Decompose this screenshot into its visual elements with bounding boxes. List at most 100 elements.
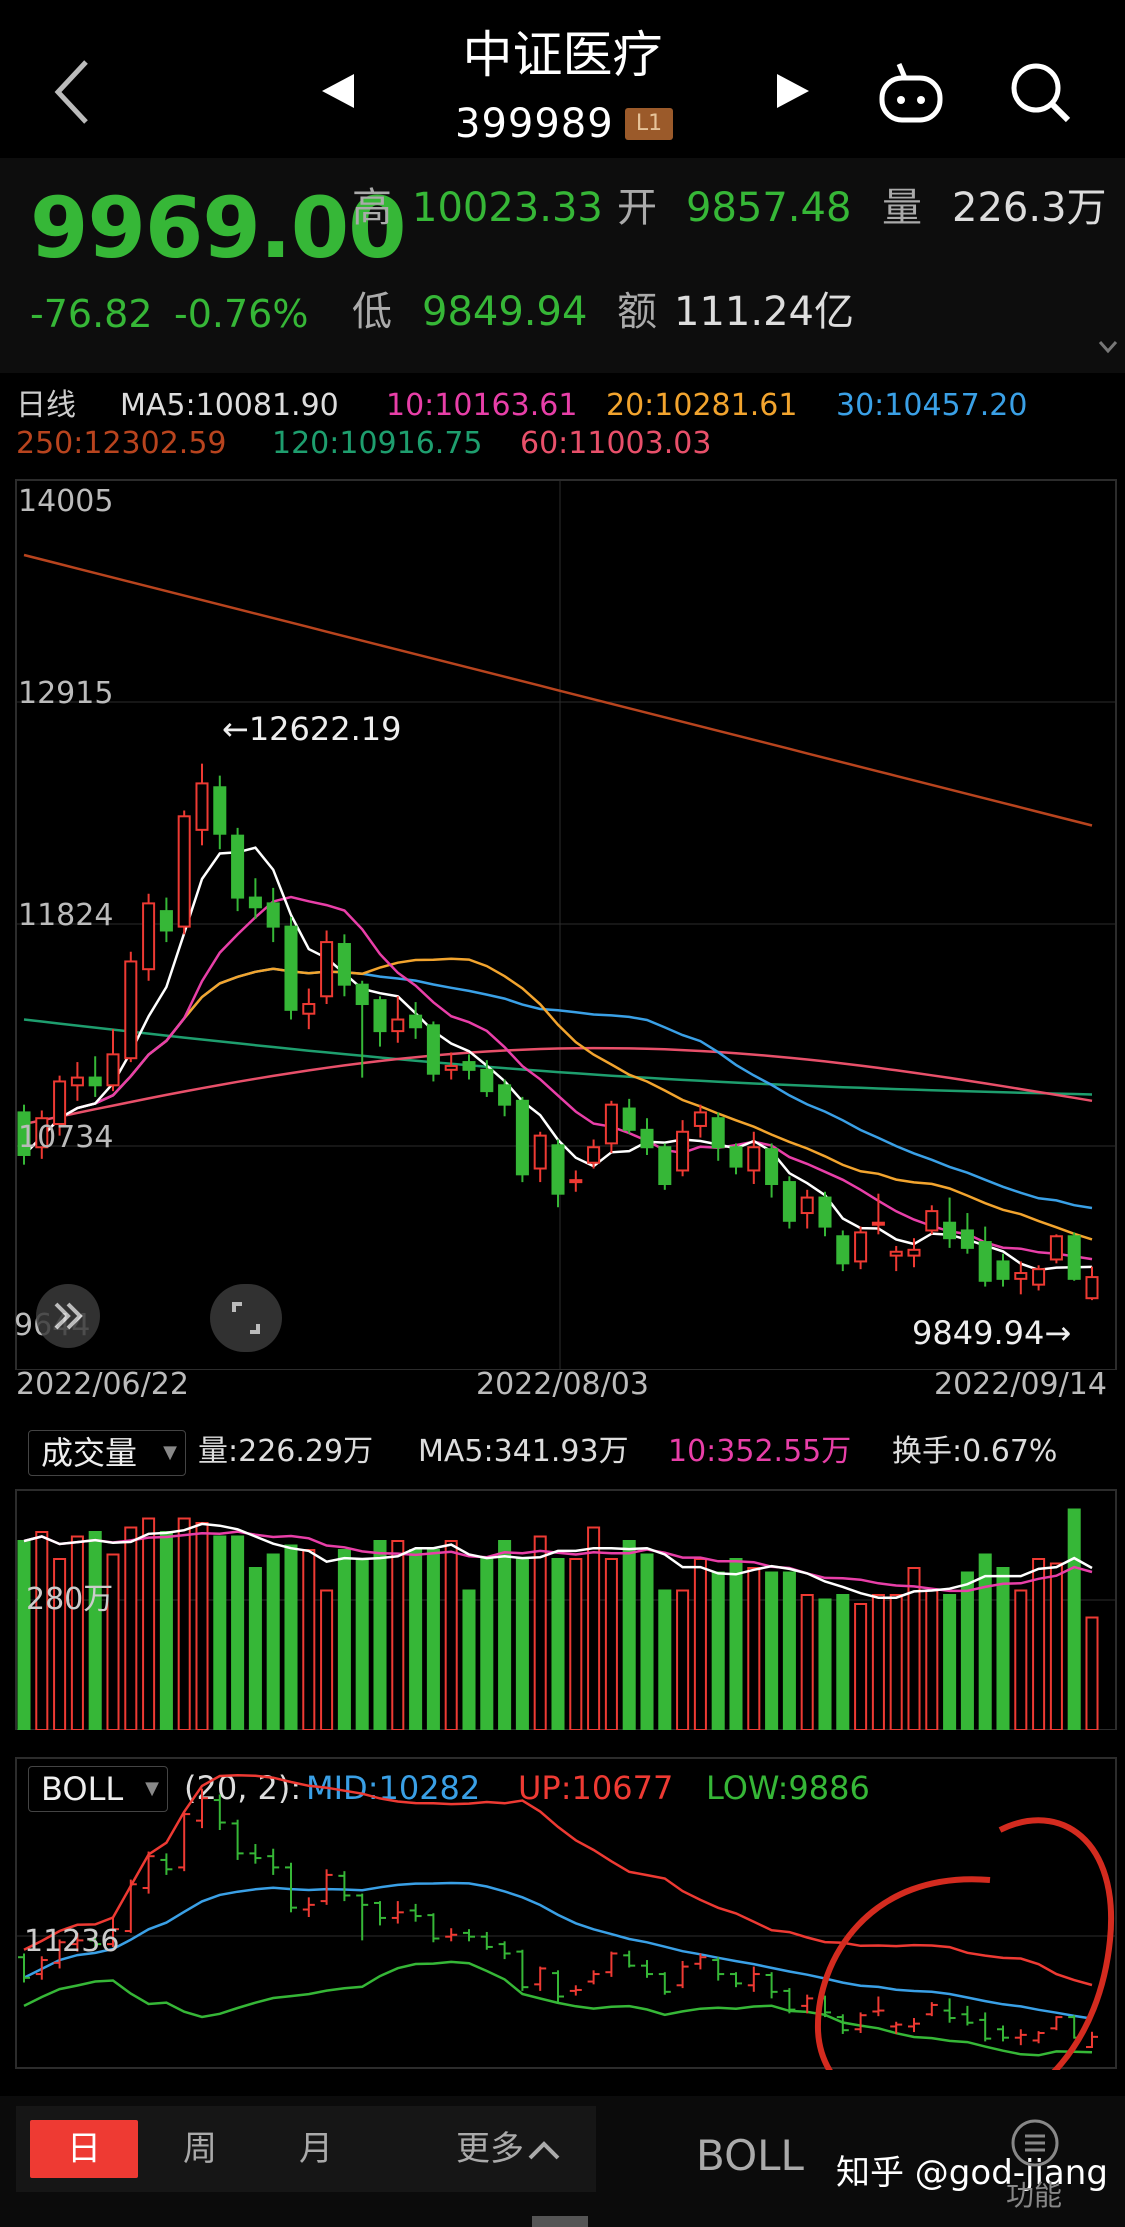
volume-bar [142,1517,156,1730]
boll-indicator-select[interactable]: BOLL ▼ [28,1766,168,1812]
volume-bar [231,1535,245,1730]
candle-body [782,1181,796,1222]
candle-body [444,1064,458,1071]
candle-body [729,1146,743,1168]
candle-body [302,1003,316,1015]
price-change-pct: -0.76% [174,292,309,336]
candle-body [551,1144,565,1195]
tab-month[interactable]: 月 [299,2129,333,2169]
volume-bar [355,1558,369,1730]
volume-bar [159,1531,173,1730]
min-price-annotation: 9849.94→ [912,1314,1072,1352]
volume-bar [17,1540,31,1730]
kline-chart[interactable] [0,470,1125,1370]
candle-body [711,1117,725,1149]
candle-body [17,1111,31,1156]
tab-week[interactable]: 周 [183,2129,217,2169]
candle-body [498,1084,512,1106]
volume-bar [604,1558,618,1730]
volume-label: 量 [882,185,922,231]
open-value: 9857.48 [686,185,852,231]
date-axis-end: 2022/09/14 [934,1367,1107,1402]
quote-panel: 9969.00 -76.82 -0.76% 高 10023.33 开 9857.… [0,158,1125,373]
menu-icon[interactable] [1010,2118,1060,2168]
candle-body [693,1111,707,1127]
volume-bar [569,1558,583,1730]
indicator-button[interactable]: BOLL [696,2131,804,2180]
price-axis-label-1: 12915 [18,676,114,711]
candle-body [943,1221,957,1240]
expand-quote-icon[interactable] [1098,340,1118,354]
candle-body [462,1061,476,1071]
tab-more[interactable]: 更多 [456,2129,524,2169]
prev-stock-icon[interactable] [320,72,356,110]
volume-bar [373,1540,387,1730]
volume-ma5-legend: MA5:341.93万 [418,1434,629,1469]
volume-bar [765,1571,779,1730]
volume-bar [213,1535,227,1730]
candle-body [70,1076,84,1087]
volume-bar [320,1589,334,1730]
candle-body [391,1018,405,1033]
candle-body [195,782,209,831]
candle-body [818,1196,832,1228]
ma30-legend: 30:10457.20 [836,388,1028,423]
volume-bar [907,1567,921,1730]
fullscreen-button[interactable] [210,1284,282,1352]
candle-body [907,1248,921,1257]
next-stock-icon[interactable] [775,72,811,110]
back-icon[interactable] [52,58,92,126]
search-icon[interactable] [1008,60,1072,124]
candle-body [159,910,173,932]
candle-body [373,999,387,1033]
collapse-button[interactable] [36,1284,100,1348]
period-label: 日线 [16,388,76,423]
chevron-up-icon[interactable] [526,2138,562,2162]
volume-bar [818,1598,832,1730]
volume-bar [871,1594,885,1730]
watermark: 知乎 @god-jiang [836,2153,1108,2193]
dropdown-caret-icon: ▼ [163,1442,177,1463]
price-change: -76.82 [30,292,153,336]
volume-indicator-label: 成交量 [41,1434,138,1472]
candle-body [142,902,156,971]
volume-indicator-select[interactable]: 成交量 ▼ [28,1430,186,1476]
candle-body [925,1210,939,1232]
volume-bar [658,1589,672,1730]
volume-bar [551,1558,565,1730]
volume-chart[interactable] [0,1480,1125,1730]
candle-body [765,1148,779,1186]
boll-mid-line [23,1881,1093,2020]
volume-bar [747,1567,761,1730]
candle-body [248,896,262,909]
volume-value: 226.3万 [952,185,1107,231]
volume-bar [124,1526,138,1730]
amount-value: 111.24亿 [674,289,854,335]
volume-bar [925,1589,939,1730]
volume-bar [266,1553,280,1730]
tab-day[interactable]: 日 [30,2120,138,2178]
index-title: 中证医疗 [462,26,663,84]
volume-bar [996,1567,1010,1730]
double-chevron-icon [54,1302,83,1330]
boll-chart[interactable] [0,1752,1125,2070]
volume-bar [444,1540,458,1730]
ma10-legend: 10:10163.61 [386,388,578,423]
volume-axis-label: 280万 [26,1582,114,1617]
ma60-line [23,1046,1093,1126]
candle-body [88,1076,102,1087]
function-label: 功能 [1006,2179,1063,2212]
ma10-line [23,895,1093,1261]
volume-bar [409,1549,423,1730]
turnover-legend: 换手:0.67% [892,1434,1058,1469]
volume-bar [248,1567,262,1730]
candle-body [124,960,138,1060]
candle-body [978,1241,992,1282]
candle-body [1085,1276,1099,1300]
candle-body [213,786,227,835]
volume-bar [426,1549,440,1730]
candle-body [515,1099,529,1176]
robot-assistant-icon[interactable] [877,60,945,124]
volume-bar [693,1558,707,1730]
ma20-legend: 20:10281.61 [606,388,798,423]
